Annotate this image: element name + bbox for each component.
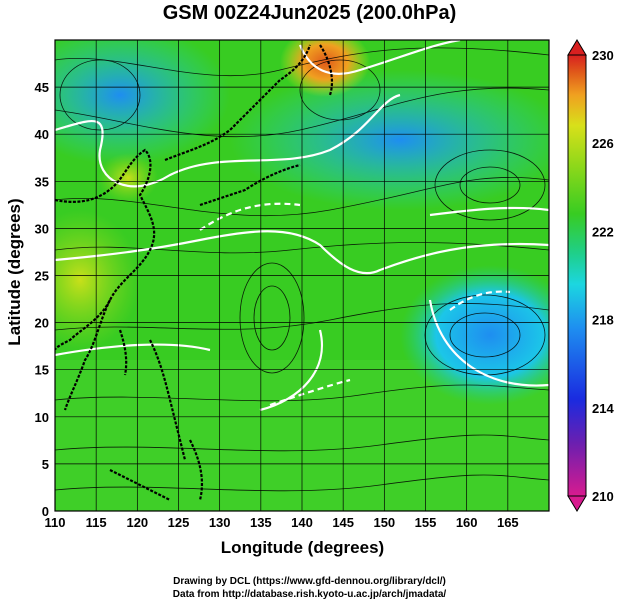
x-tick-label: 145 <box>332 515 354 530</box>
white-contours <box>55 40 549 412</box>
x-tick-label: 120 <box>126 515 148 530</box>
streamlines <box>55 47 549 492</box>
x-tick-label: 115 <box>86 515 107 530</box>
y-tick-label: 30 <box>35 221 49 236</box>
y-tick-label: 35 <box>35 174 49 189</box>
colorbar-tick-label: 218 <box>592 313 614 328</box>
x-tick-label: 155 <box>415 515 437 530</box>
colorbar-min-arrow <box>567 495 587 512</box>
x-tick-label: 150 <box>373 515 395 530</box>
chart-title: GSM 00Z24Jun2025 (200.0hPa) <box>162 2 457 24</box>
x-tick-label: 110 <box>45 515 66 530</box>
colorbar-tick-label: 210 <box>592 489 614 504</box>
colorbar-tick-label: 214 <box>592 401 614 416</box>
x-tick-label: 140 <box>291 515 313 530</box>
y-tick-label: 0 <box>42 504 49 519</box>
x-tick-label: 160 <box>456 515 478 530</box>
colorbar: 230 226 222 218 214 210 <box>567 39 614 512</box>
x-tick-label: 135 <box>250 515 272 530</box>
x-tick-label: 125 <box>168 515 190 530</box>
y-tick-label: 15 <box>35 363 49 378</box>
credit-drawing: Drawing by DCL (https://www.gfd-dennou.o… <box>173 576 446 587</box>
temperature-shading <box>55 40 549 511</box>
x-axis-label: Longitude (degrees) <box>220 538 385 557</box>
credit-data: Data from http://database.rish.kyoto-u.a… <box>172 589 447 600</box>
y-tick-label: 45 <box>35 80 49 95</box>
x-tick-label: 165 <box>497 515 519 530</box>
y-tick-label: 25 <box>35 269 49 284</box>
y-tick-label: 5 <box>42 457 49 472</box>
y-axis-label: Latitude (degrees) <box>5 198 24 346</box>
colorbar-tick-label: 226 <box>592 136 614 151</box>
y-tick-label: 10 <box>35 410 49 425</box>
colorbar-max-arrow <box>567 39 587 56</box>
colorbar-bar <box>567 54 587 497</box>
y-tick-labels: 0 5 10 15 20 25 30 35 40 45 <box>35 80 49 519</box>
coastlines <box>55 44 334 501</box>
x-tick-label: 130 <box>209 515 231 530</box>
y-tick-label: 40 <box>35 127 49 142</box>
x-tick-labels: 110 115 120 125 130 135 140 145 150 155 160 165 <box>45 515 519 530</box>
colorbar-tick-label: 222 <box>592 224 614 239</box>
colorbar-tick-label: 230 <box>592 48 614 63</box>
y-tick-label: 20 <box>35 316 49 331</box>
plot-frame <box>54 39 550 512</box>
